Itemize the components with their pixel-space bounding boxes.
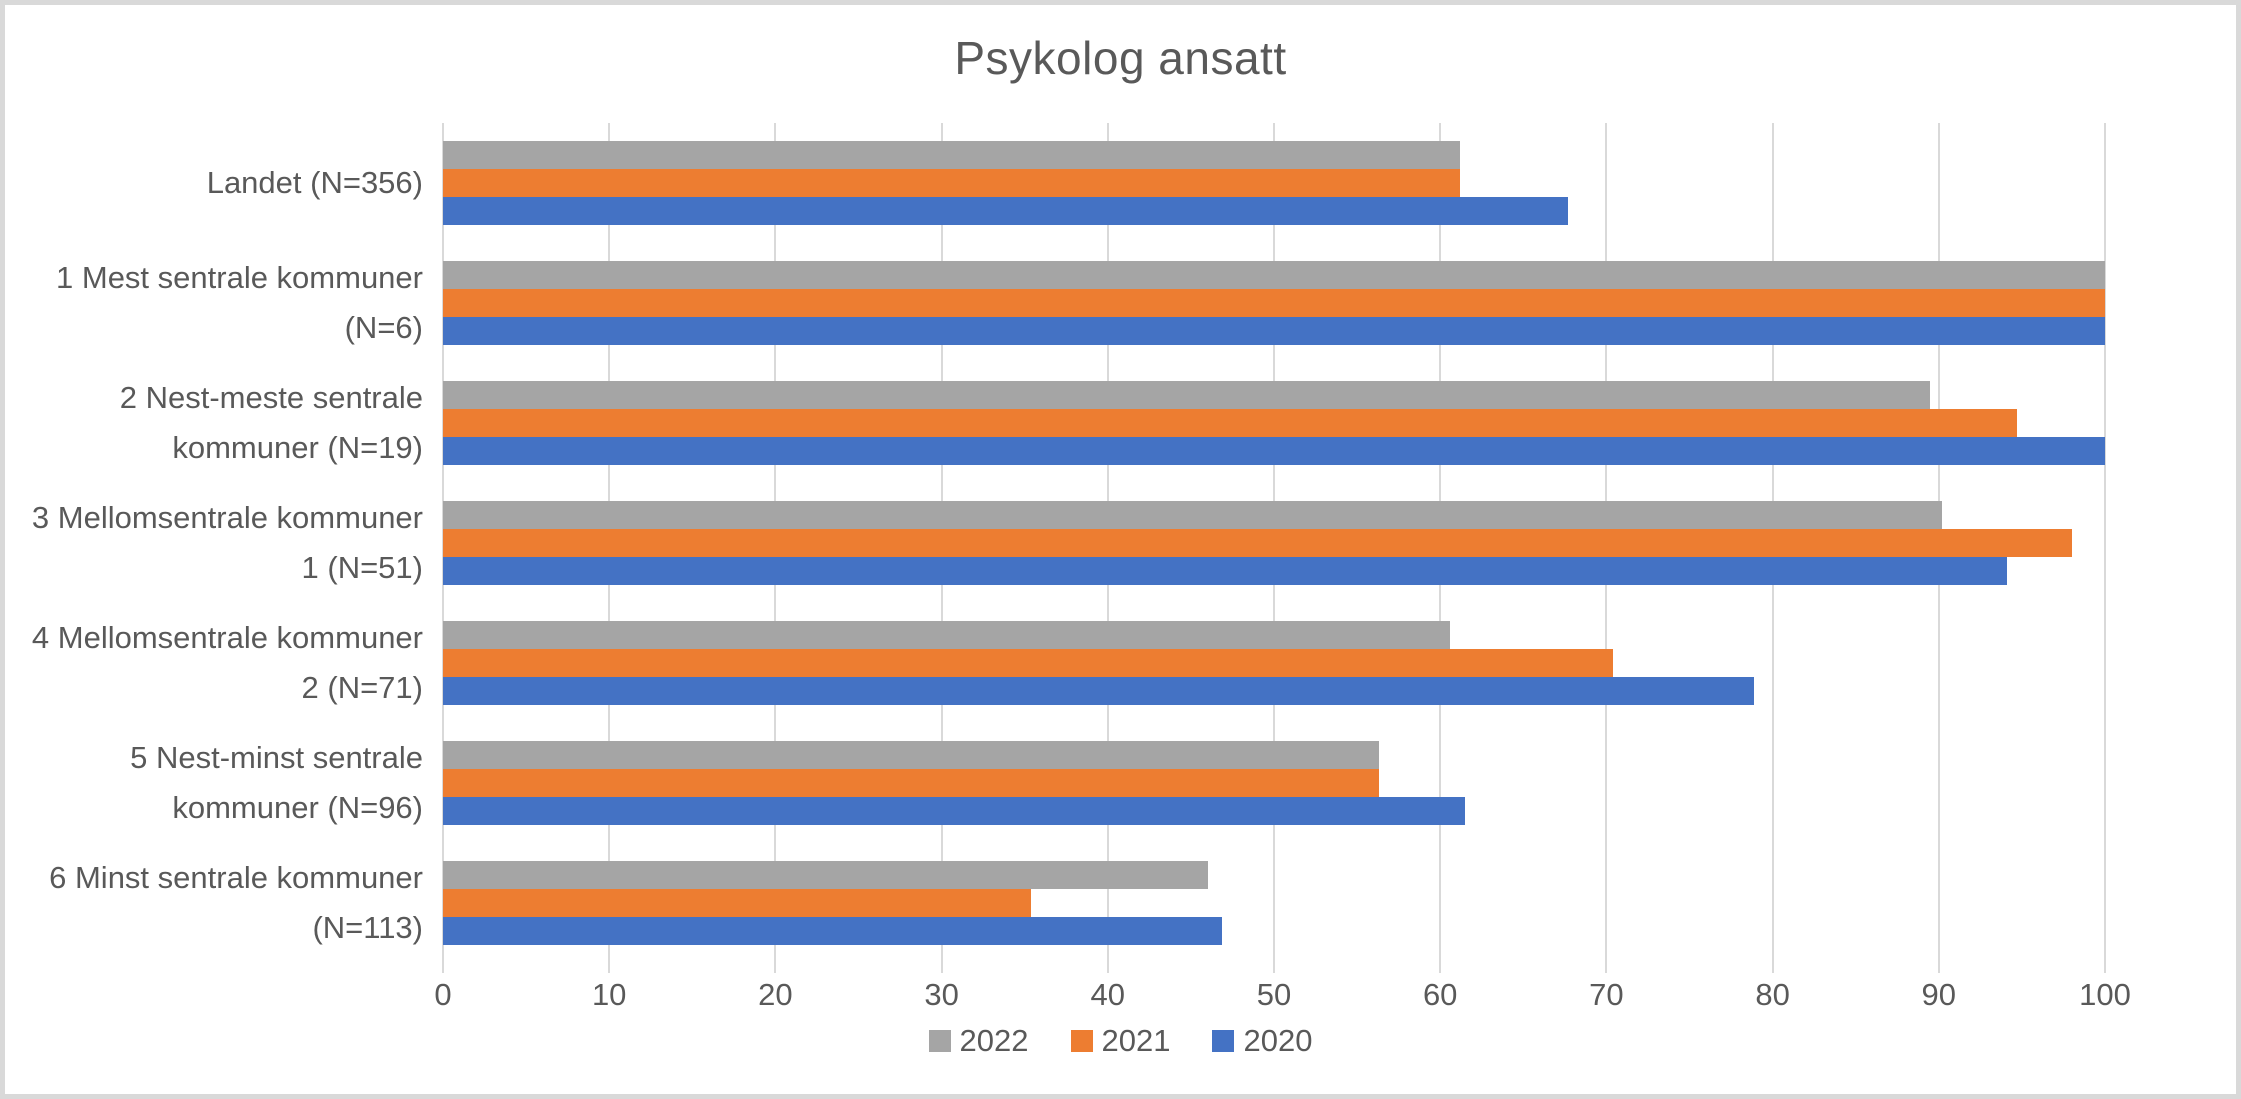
x-tick-label: 90 xyxy=(1921,977,1957,1012)
x-tickmark xyxy=(1771,963,1774,973)
x-tick-label: 60 xyxy=(1422,977,1458,1012)
x-tickmark xyxy=(1273,963,1275,973)
x-tickmark xyxy=(442,963,444,973)
x-axis-tickmarks xyxy=(442,963,2106,975)
bar-2022 xyxy=(443,141,1461,169)
legend-item-2020: 2020 xyxy=(1212,1023,1312,1059)
x-tickmark xyxy=(1439,963,1442,973)
x-tickmark xyxy=(1605,963,1608,973)
legend-item-2021: 2021 xyxy=(1070,1023,1171,1059)
legend-swatch-icon xyxy=(928,1030,951,1052)
x-tickmark xyxy=(2104,963,2106,973)
bar-2021 xyxy=(443,409,2017,437)
category-label: 3 Mellomsentrale kommuner 1 (N=51) xyxy=(31,500,423,585)
bar-2021 xyxy=(443,289,2105,317)
bar-2020 xyxy=(443,677,1755,705)
category-label: 6 Minst sentrale kommuner (N=113) xyxy=(49,860,423,945)
bar-2021 xyxy=(443,769,1379,797)
bar-2021 xyxy=(443,649,1614,677)
category-label: 4 Mellomsentrale kommuner 2 (N=71) xyxy=(31,620,423,705)
plot-area xyxy=(442,123,2106,963)
bar-2020 xyxy=(443,797,1466,825)
legend-swatch-icon xyxy=(1070,1030,1093,1052)
x-tick-label: 20 xyxy=(758,977,793,1012)
bar-2022 xyxy=(443,621,1451,649)
bar-2022 xyxy=(443,741,1379,769)
bar-2021 xyxy=(443,529,2072,557)
legend-swatch-icon xyxy=(1212,1030,1235,1052)
bar-2022 xyxy=(443,501,1943,529)
bar-2020 xyxy=(443,317,2105,345)
gridline xyxy=(2104,123,2106,963)
bar-2022 xyxy=(443,381,1931,409)
bar-2022 xyxy=(443,261,2105,289)
x-tickmark xyxy=(608,963,611,973)
bar-2020 xyxy=(443,197,1569,225)
chart-title: Psykolog ansatt xyxy=(954,32,1287,84)
x-tick-label: 40 xyxy=(1090,977,1126,1012)
legend-item-2022: 2022 xyxy=(928,1023,1029,1059)
x-tickmark xyxy=(1937,963,1940,973)
x-tickmark xyxy=(1106,963,1109,973)
x-tick-label: 0 xyxy=(434,977,452,1012)
x-tick-label: 70 xyxy=(1589,977,1624,1012)
category-label: Landet (N=356) xyxy=(206,165,423,201)
legend-label: 2021 xyxy=(1101,1023,1171,1058)
category-label: 5 Nest-minst sentrale kommuner (N=96) xyxy=(130,740,423,825)
bar-2021 xyxy=(443,169,1461,197)
bar-2020 xyxy=(443,557,2007,585)
legend: 2022 2021 2020 xyxy=(5,1023,2236,1059)
x-tickmark xyxy=(774,963,777,973)
x-tickmark xyxy=(940,963,943,973)
x-tick-label: 80 xyxy=(1755,977,1790,1012)
category-label: 2 Nest-meste sentrale kommuner (N=19) xyxy=(119,380,423,465)
x-axis: 0 10 20 30 40 50 60 70 80 90 100 xyxy=(434,977,2130,1017)
x-tick-label: 50 xyxy=(1256,977,1292,1012)
legend-label: 2020 xyxy=(1243,1023,1313,1058)
category-label: 1 Mest sentrale kommuner (N=6) xyxy=(56,260,423,345)
legend-label: 2022 xyxy=(959,1023,1029,1058)
x-tick-label: 10 xyxy=(591,977,627,1012)
category-axis: Landet (N=356) 1 Mest sentrale kommuner (… xyxy=(25,123,423,963)
bar-2020 xyxy=(443,437,2105,465)
bar-2020 xyxy=(443,917,1223,945)
x-tick-label: 30 xyxy=(924,977,959,1012)
bar-2022 xyxy=(443,861,1208,889)
x-tick-label: 100 xyxy=(2079,977,2131,1012)
bar-2021 xyxy=(443,889,1032,917)
